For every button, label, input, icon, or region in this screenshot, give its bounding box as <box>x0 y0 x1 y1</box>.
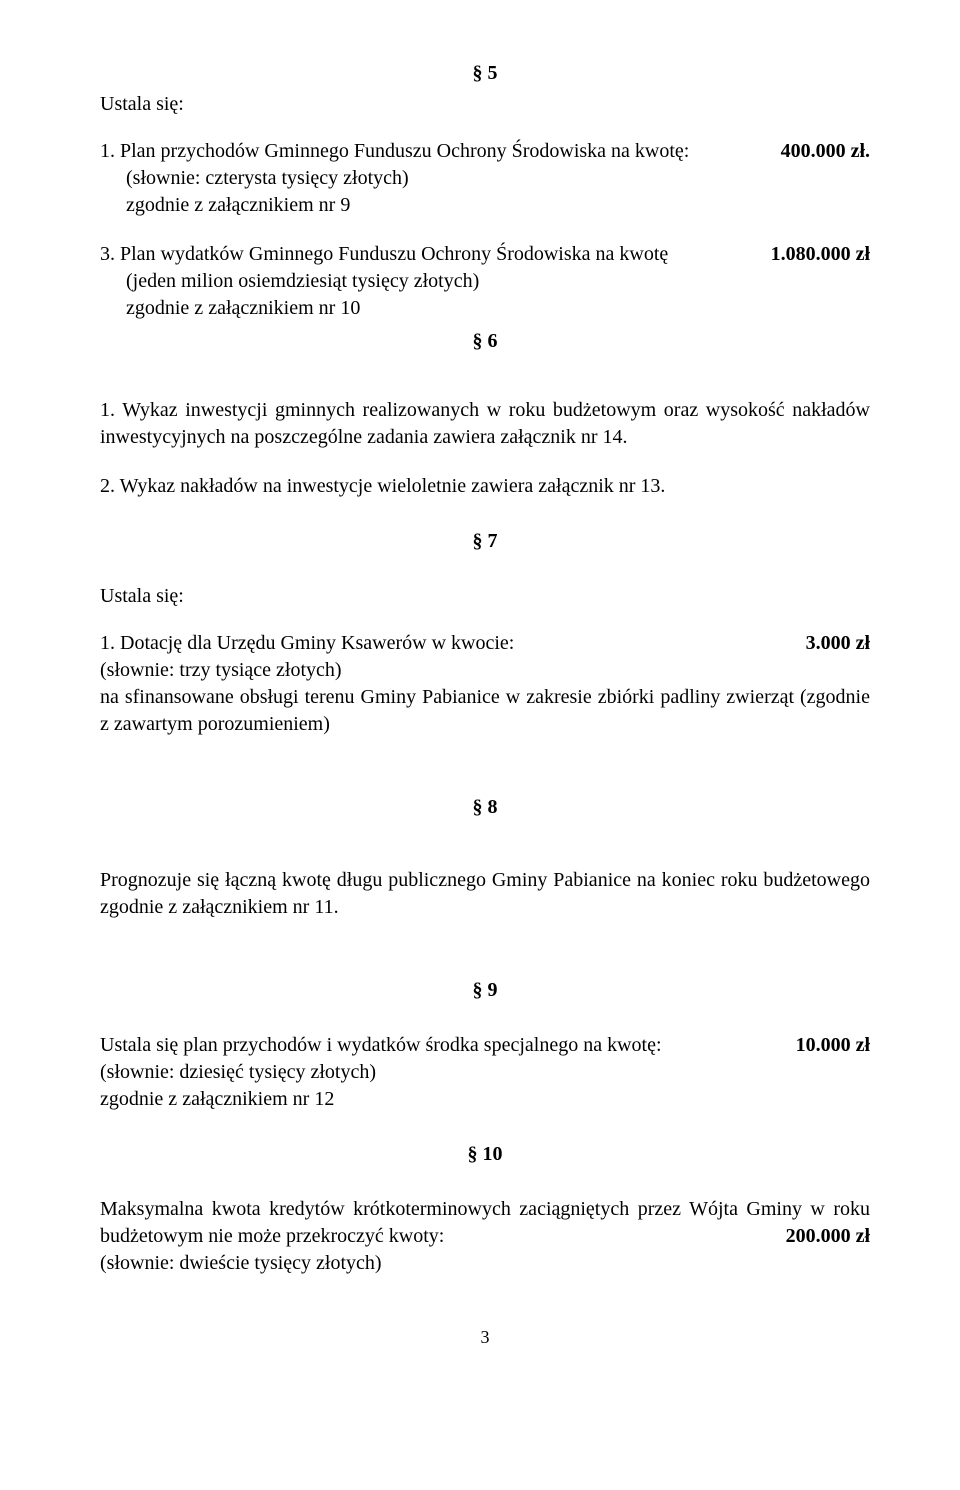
section-9-marker: § 9 <box>100 977 870 1004</box>
s5-item3-annex: zgodnie z załącznikiem nr 10 <box>100 295 870 322</box>
s9-label: Ustala się plan przychodów i wydatków śr… <box>100 1032 772 1059</box>
s10-amount: 200.000 zł <box>786 1223 870 1250</box>
s5-item1-annex: zgodnie z załącznikiem nr 9 <box>100 192 870 219</box>
section-10-marker: § 10 <box>100 1141 870 1168</box>
s10-item: Maksymalna kwota kredytów krótkoterminow… <box>100 1196 870 1277</box>
s9-amount: 10.000 zł <box>772 1032 870 1059</box>
s5-item1-words: (słownie: czterysta tysięcy złotych) <box>100 165 870 192</box>
section-5-marker: § 5 <box>100 60 870 87</box>
s5-item1-label: 1. Plan przychodów Gminnego Funduszu Och… <box>100 138 757 165</box>
s6-paragraph-2: 2. Wykaz nakładów na inwestycje wielolet… <box>100 473 870 500</box>
s6-paragraph-1: 1. Wykaz inwestycji gminnych realizowany… <box>100 397 870 451</box>
s7-item1-words: (słownie: trzy tysiące złotych) <box>100 657 870 684</box>
s7-item-1: 1. Dotację dla Urzędu Gminy Ksawerów w k… <box>100 630 870 738</box>
s5-item3-words: (jeden milion osiemdziesiąt tysięcy złot… <box>100 268 870 295</box>
s7-item1-desc: na sfinansowane obsługi terenu Gminy Pab… <box>100 684 870 738</box>
s10-words: (słownie: dwieście tysięcy złotych) <box>100 1250 870 1277</box>
s5-item1-amount: 400.000 zł. <box>757 138 870 165</box>
ustala-label-1: Ustala się: <box>100 91 870 118</box>
ustala-label-2: Ustala się: <box>100 583 870 610</box>
s9-item: Ustala się plan przychodów i wydatków śr… <box>100 1032 870 1113</box>
section-7-marker: § 7 <box>100 528 870 555</box>
s10-label: Maksymalna kwota kredytów krótkoterminow… <box>100 1198 870 1247</box>
s8-paragraph: Prognozuje się łączną kwotę długu public… <box>100 867 870 921</box>
s9-annex: zgodnie z załącznikiem nr 12 <box>100 1086 870 1113</box>
s7-item1-amount: 3.000 zł <box>782 630 870 657</box>
page-number: 3 <box>100 1325 870 1349</box>
s9-words: (słownie: dziesięć tysięcy złotych) <box>100 1059 870 1086</box>
s7-item1-label: 1. Dotację dla Urzędu Gminy Ksawerów w k… <box>100 630 782 657</box>
section-8-marker: § 8 <box>100 794 870 821</box>
s5-item-1: 1. Plan przychodów Gminnego Funduszu Och… <box>100 138 870 219</box>
s5-item-3: 3. Plan wydatków Gminnego Funduszu Ochro… <box>100 241 870 322</box>
s5-item3-amount: 1.080.000 zł <box>747 241 870 268</box>
s5-item3-label: 3. Plan wydatków Gminnego Funduszu Ochro… <box>100 241 747 268</box>
section-6-marker: § 6 <box>100 328 870 355</box>
